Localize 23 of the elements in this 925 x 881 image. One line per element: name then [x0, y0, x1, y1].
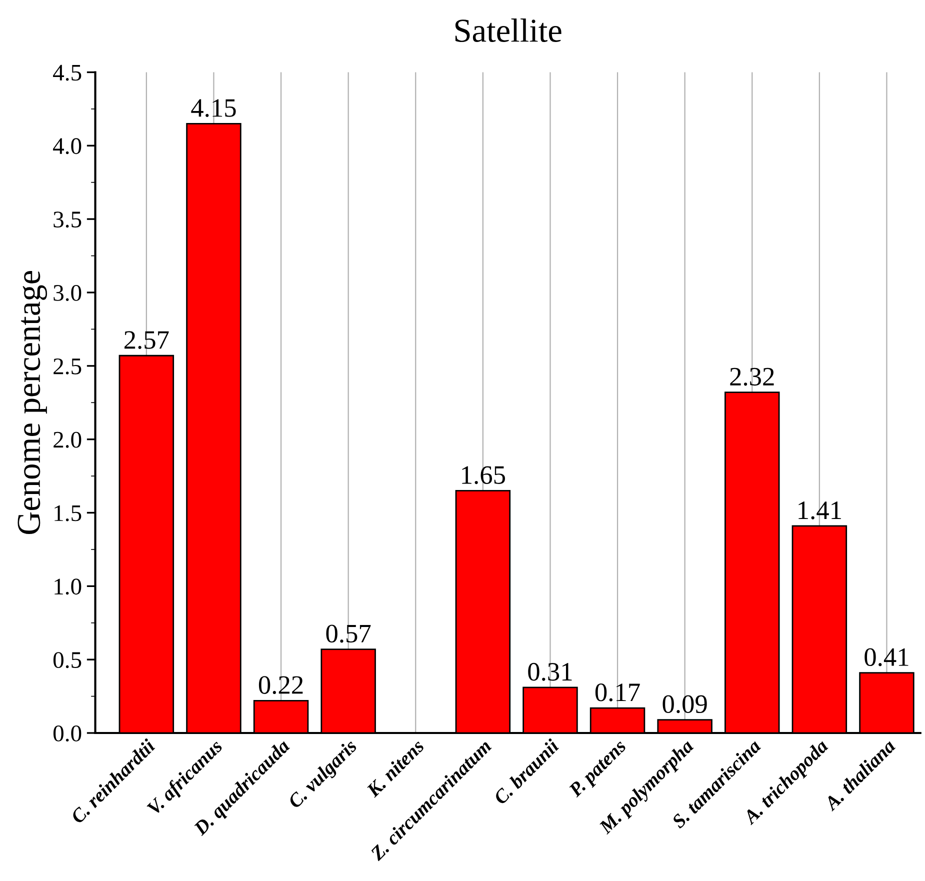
- y-tick-label: 3.5: [54, 212, 82, 228]
- y-tick-label: 2.5: [54, 358, 82, 374]
- data-label: 0.17: [595, 683, 640, 702]
- data-label: 2.57: [124, 331, 169, 349]
- data-label: 0.22: [258, 676, 303, 694]
- data-label: 0.41: [864, 648, 908, 666]
- data-label: 2.32: [730, 368, 774, 386]
- y-tick-label: 0.0: [53, 725, 82, 742]
- y-tick-label: 2.0: [54, 432, 82, 448]
- y-axis-title: Genome percentage: [18, 270, 48, 534]
- y-tick-label: 0.5: [53, 652, 82, 668]
- data-label: 0.57: [326, 624, 371, 643]
- y-tick-label: 4.0: [53, 138, 82, 154]
- y-tick-label: 1.0: [54, 578, 82, 595]
- data-label: 1.65: [462, 466, 505, 484]
- data-label: 0.09: [662, 695, 707, 714]
- chart-title: Satellite: [455, 18, 562, 42]
- y-tick-label: 4.5: [53, 64, 82, 81]
- y-tick-label: 1.5: [54, 505, 82, 522]
- data-label: 0.31: [528, 662, 572, 681]
- data-label: 1.41: [798, 502, 841, 520]
- data-label: 4.15: [191, 99, 236, 117]
- y-tick-label: 3.0: [54, 284, 82, 302]
